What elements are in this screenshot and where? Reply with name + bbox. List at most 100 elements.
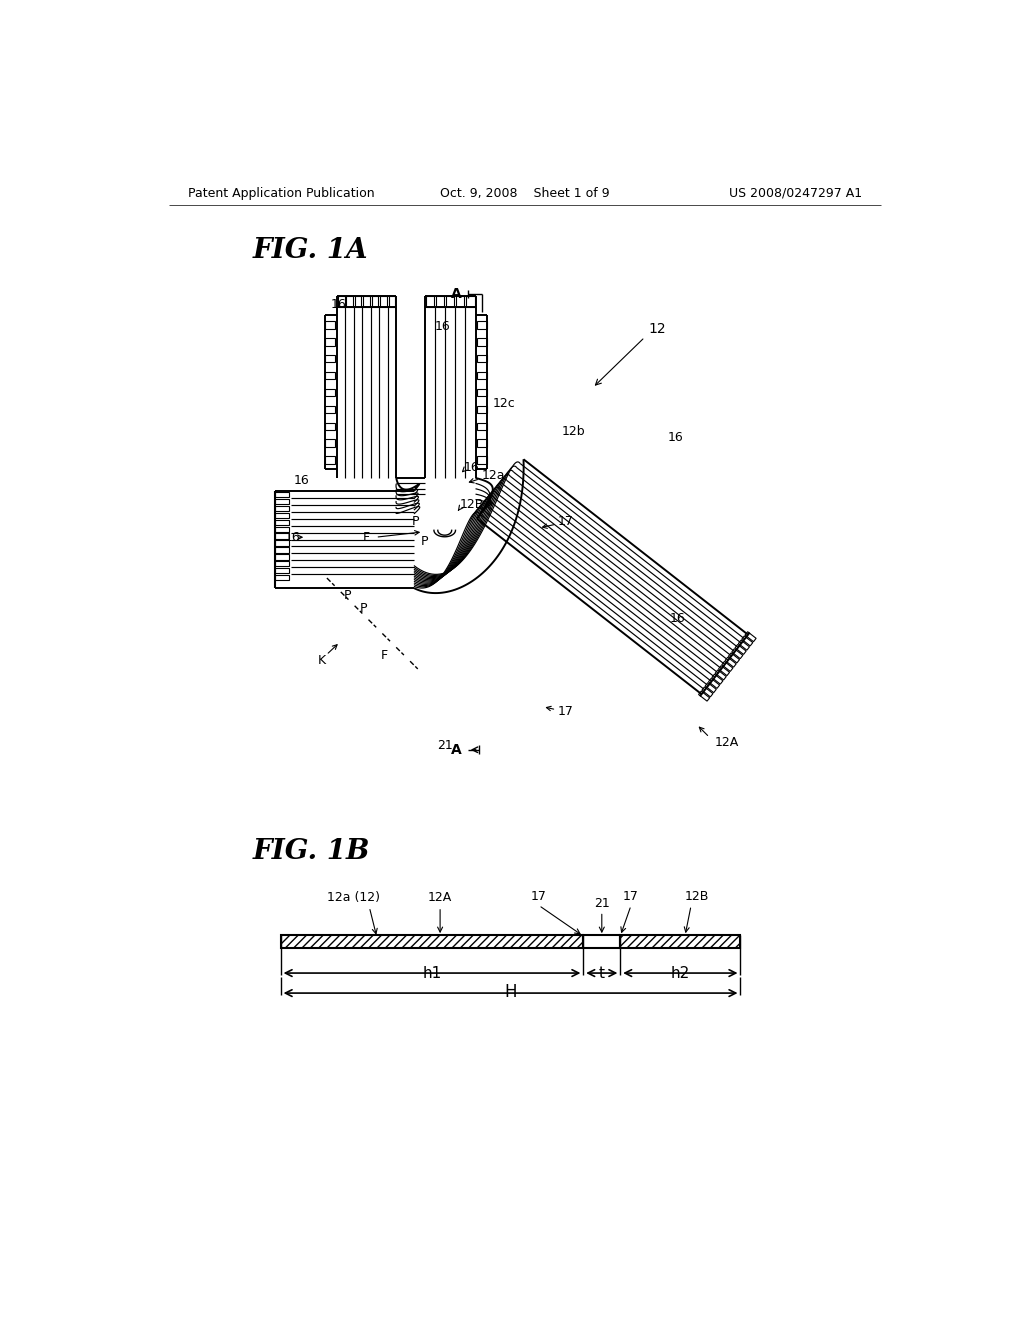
Text: 16: 16 <box>435 319 451 333</box>
Polygon shape <box>701 686 713 697</box>
Text: 12c: 12c <box>493 397 515 409</box>
Text: 12A: 12A <box>714 735 738 748</box>
Bar <box>281 935 584 949</box>
Polygon shape <box>725 657 736 667</box>
Text: 16: 16 <box>285 531 300 544</box>
Bar <box>326 388 336 396</box>
Text: P: P <box>344 589 351 602</box>
Bar <box>275 527 289 532</box>
Bar <box>584 935 621 949</box>
Polygon shape <box>745 632 756 642</box>
Bar <box>354 296 361 308</box>
Text: Patent Application Publication: Patent Application Publication <box>188 186 375 199</box>
Bar <box>477 440 487 447</box>
Text: 12a: 12a <box>481 469 505 482</box>
Text: FIG. 1B: FIG. 1B <box>252 838 370 865</box>
Text: h1: h1 <box>422 966 441 981</box>
Bar <box>338 296 344 308</box>
Bar <box>457 296 464 308</box>
Bar <box>477 338 487 346</box>
Bar <box>275 499 289 504</box>
Bar <box>275 506 289 511</box>
Bar <box>426 296 434 308</box>
Text: 12A: 12A <box>428 891 453 904</box>
Bar <box>477 321 487 329</box>
Text: 12B: 12B <box>460 499 484 511</box>
Text: P: P <box>360 602 368 615</box>
Bar <box>364 296 370 308</box>
Bar <box>275 512 289 517</box>
Bar <box>477 405 487 413</box>
Text: P: P <box>421 536 428 548</box>
Polygon shape <box>715 671 726 680</box>
Text: 12b: 12b <box>562 425 586 438</box>
Text: 12a (12): 12a (12) <box>327 891 380 904</box>
Text: 16: 16 <box>463 462 479 474</box>
Text: 21: 21 <box>436 739 453 751</box>
Bar <box>275 520 289 525</box>
Polygon shape <box>732 648 742 659</box>
Bar <box>275 548 289 553</box>
Bar <box>477 372 487 379</box>
Bar <box>275 576 289 581</box>
Polygon shape <box>712 675 723 684</box>
Bar <box>477 388 487 396</box>
Text: A: A <box>451 286 462 301</box>
Polygon shape <box>738 640 750 651</box>
Bar <box>326 457 336 465</box>
Polygon shape <box>719 665 729 676</box>
Text: h2: h2 <box>671 966 690 981</box>
Text: Oct. 9, 2008    Sheet 1 of 9: Oct. 9, 2008 Sheet 1 of 9 <box>440 186 609 199</box>
Bar <box>326 355 336 363</box>
Bar <box>275 540 289 545</box>
Bar <box>466 296 474 308</box>
Bar <box>477 457 487 465</box>
Text: K: K <box>317 653 326 667</box>
Text: 16: 16 <box>331 298 346 312</box>
Bar <box>372 296 379 308</box>
Bar <box>326 372 336 379</box>
Text: t: t <box>599 966 605 981</box>
Text: 17: 17 <box>558 515 573 528</box>
Text: 16: 16 <box>670 612 685 626</box>
Bar <box>275 561 289 566</box>
Polygon shape <box>709 678 720 689</box>
Polygon shape <box>706 682 717 693</box>
Bar <box>275 492 289 498</box>
Polygon shape <box>722 661 733 672</box>
Bar <box>380 296 387 308</box>
Text: 16: 16 <box>294 474 309 487</box>
Text: 17: 17 <box>624 890 639 903</box>
Bar <box>326 321 336 329</box>
Bar <box>621 935 740 949</box>
Bar <box>326 405 336 413</box>
Bar <box>477 422 487 430</box>
Polygon shape <box>735 644 746 655</box>
Bar <box>326 440 336 447</box>
Text: 12: 12 <box>648 322 666 337</box>
Polygon shape <box>741 636 753 645</box>
Text: FIG. 1A: FIG. 1A <box>252 238 368 264</box>
Text: H: H <box>504 983 517 1001</box>
Bar <box>477 355 487 363</box>
Text: 17: 17 <box>558 705 573 718</box>
Bar <box>275 533 289 539</box>
Bar <box>326 338 336 346</box>
Text: P: P <box>412 515 419 528</box>
Text: F: F <box>362 531 370 544</box>
Bar <box>446 296 455 308</box>
Bar <box>388 296 395 308</box>
Bar <box>346 296 353 308</box>
Polygon shape <box>698 692 710 701</box>
Text: 12B: 12B <box>684 890 709 903</box>
Text: 21: 21 <box>594 898 609 911</box>
Text: F: F <box>381 648 388 661</box>
Bar <box>275 554 289 560</box>
Text: 16: 16 <box>668 430 684 444</box>
Bar <box>326 422 336 430</box>
Text: 17: 17 <box>530 890 547 903</box>
Text: A: A <box>451 743 462 756</box>
Bar <box>436 296 444 308</box>
Polygon shape <box>728 653 739 663</box>
Bar <box>275 568 289 573</box>
